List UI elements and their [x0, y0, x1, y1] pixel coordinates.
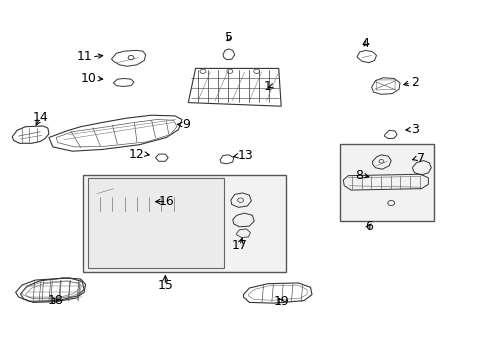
Bar — [88, 178, 224, 268]
Text: 9: 9 — [182, 118, 189, 131]
Text: 11: 11 — [76, 50, 92, 63]
Text: 4: 4 — [361, 37, 369, 50]
Text: 15: 15 — [157, 279, 173, 292]
Text: 13: 13 — [237, 149, 253, 162]
Text: 16: 16 — [158, 195, 174, 208]
Text: 19: 19 — [273, 295, 288, 308]
Text: 3: 3 — [410, 123, 418, 136]
Text: 2: 2 — [410, 76, 418, 89]
Text: 17: 17 — [231, 239, 247, 252]
Text: 14: 14 — [32, 111, 48, 124]
Text: 5: 5 — [224, 31, 232, 44]
Text: 1: 1 — [263, 80, 271, 93]
Text: 8: 8 — [354, 169, 362, 182]
Bar — [83, 175, 285, 272]
Text: 10: 10 — [81, 72, 97, 85]
Text: 12: 12 — [129, 148, 144, 161]
Bar — [339, 144, 433, 221]
Text: 6: 6 — [365, 220, 372, 233]
Text: 7: 7 — [416, 152, 424, 165]
Text: 18: 18 — [48, 294, 63, 307]
